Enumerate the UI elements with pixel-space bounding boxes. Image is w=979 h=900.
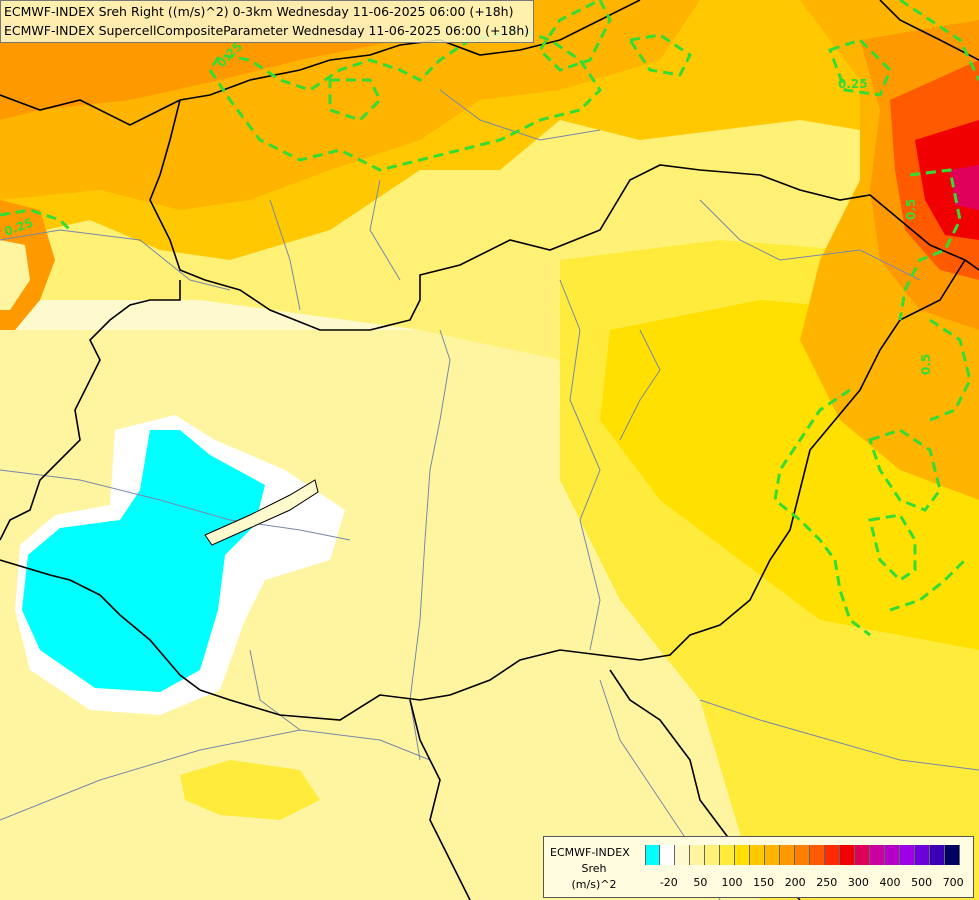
legend-swatch bbox=[945, 845, 960, 865]
legend-tick-label: 300 bbox=[847, 876, 869, 889]
legend-swatch bbox=[900, 845, 915, 865]
legend-tick-label: 500 bbox=[911, 876, 933, 889]
legend-tick-label: 250 bbox=[816, 876, 838, 889]
legend-swatch bbox=[915, 845, 930, 865]
legend-swatch bbox=[690, 845, 705, 865]
legend-swatch bbox=[645, 845, 660, 865]
field-level-cyan bbox=[22, 430, 265, 692]
legend-swatch bbox=[885, 845, 900, 865]
title-line-sreh: ECMWF-INDEX Sreh Right ((m/s)^2) 0-3km W… bbox=[4, 4, 514, 19]
contour-label: 0.25 bbox=[838, 77, 868, 91]
legend-swatch bbox=[825, 845, 840, 865]
color-legend: ECMWF-INDEX Sreh (m/s)^2 -20 50 100 150 200 2… bbox=[543, 836, 974, 898]
legend-swatch bbox=[675, 845, 690, 865]
title-line-scp: ECMWF-INDEX SupercellCompositeParameter … bbox=[4, 23, 530, 38]
legend-tick-label: 200 bbox=[784, 876, 806, 889]
legend-swatch bbox=[705, 845, 720, 865]
legend-swatch bbox=[810, 845, 825, 865]
legend-swatch bbox=[795, 845, 810, 865]
legend-swatch bbox=[750, 845, 765, 865]
scp-contours bbox=[0, 0, 979, 637]
legend-swatch bbox=[840, 845, 855, 865]
legend-swatch bbox=[735, 845, 750, 865]
legend-swatches bbox=[645, 845, 960, 865]
legend-swatch bbox=[720, 845, 735, 865]
field-level-south-spot bbox=[180, 760, 320, 820]
legend-swatch bbox=[870, 845, 885, 865]
field-level-red bbox=[915, 120, 979, 240]
legend-tick-label: 100 bbox=[721, 876, 743, 889]
legend-tick-label: 700 bbox=[942, 876, 964, 889]
contour-label: 0.5 bbox=[904, 199, 918, 220]
lake-balaton bbox=[204, 479, 319, 546]
contour-label: 0.5 bbox=[919, 354, 933, 375]
legend-swatch bbox=[855, 845, 870, 865]
legend-field: Sreh bbox=[581, 862, 607, 875]
legend-source: ECMWF-INDEX bbox=[550, 846, 630, 859]
legend-tick-label: 400 bbox=[879, 876, 901, 889]
legend-swatch bbox=[660, 845, 675, 865]
legend-tick-label: -20 bbox=[659, 876, 678, 889]
rivers bbox=[0, 89, 979, 900]
legend-ticks: -20 50 100 150 200 250 300 400 500 700 bbox=[645, 876, 970, 890]
map-title-box: ECMWF-INDEX Sreh Right ((m/s)^2) 0-3km W… bbox=[0, 0, 535, 43]
legend-swatch bbox=[930, 845, 945, 865]
legend-unit: (m/s)^2 bbox=[571, 878, 617, 891]
field-level-west-hole bbox=[0, 240, 30, 310]
legend-swatch bbox=[765, 845, 780, 865]
legend-tick-label: 150 bbox=[753, 876, 775, 889]
legend-swatch bbox=[780, 845, 795, 865]
legend-tick-label: 50 bbox=[693, 876, 708, 889]
